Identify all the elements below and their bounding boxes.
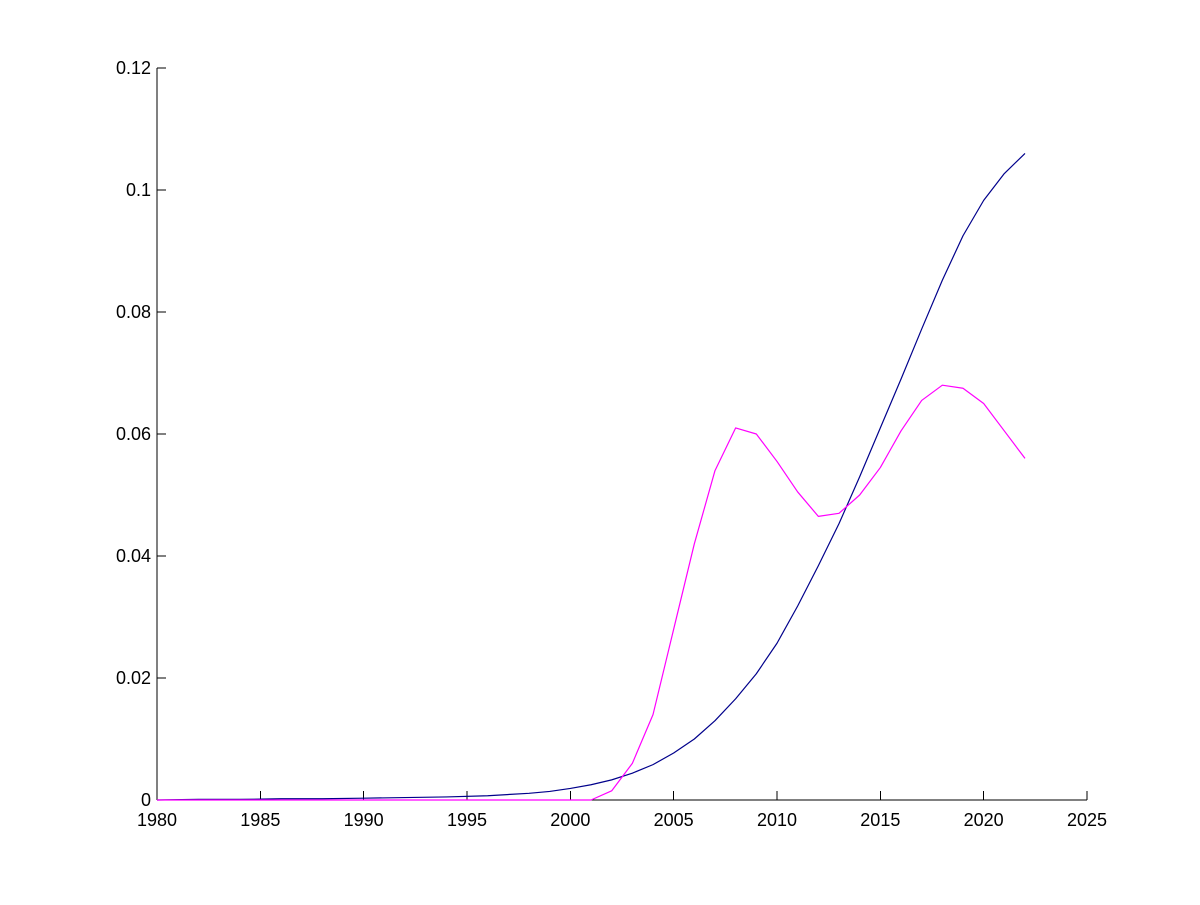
y-tick-label: 0.06: [116, 424, 151, 444]
y-tick-label: 0.04: [116, 546, 151, 566]
x-tick-label: 1995: [447, 810, 487, 830]
y-tick-label: 0.1: [126, 180, 151, 200]
x-tick-label: 2010: [757, 810, 797, 830]
x-tick-label: 2020: [964, 810, 1004, 830]
y-tick-label: 0.08: [116, 302, 151, 322]
x-tick-label: 1985: [240, 810, 280, 830]
x-tick-label: 1980: [137, 810, 177, 830]
y-tick-label: 0.12: [116, 58, 151, 78]
y-tick-label: 0: [141, 790, 151, 810]
series-lines: [156, 152, 1026, 801]
x-tick-label: 2000: [550, 810, 590, 830]
y-tick-label: 0.02: [116, 668, 151, 688]
x-tick-label: 2025: [1067, 810, 1107, 830]
axes: [156, 67, 1088, 801]
x-tick-label: 2015: [860, 810, 900, 830]
series-line-1: [156, 152, 1026, 801]
series-line-2: [157, 384, 1026, 801]
x-tick-label: 1990: [344, 810, 384, 830]
tick-labels: 1980 1985 1990 1995 2000 2005 2010 2015 2020 2025…: [116, 58, 1107, 830]
x-tick-label: 2005: [654, 810, 694, 830]
